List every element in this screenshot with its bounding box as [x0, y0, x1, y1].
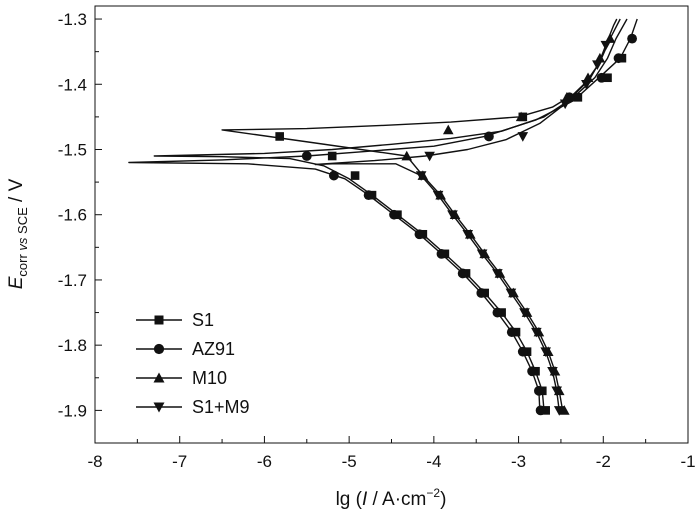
y-tick-label: -1.6	[58, 206, 87, 225]
series-line-triangle-up	[221, 18, 621, 411]
data-point-triangle-up	[594, 52, 606, 63]
series-line-square	[153, 18, 628, 411]
data-point-circle	[613, 53, 624, 64]
data-point-circle	[389, 209, 399, 220]
data-point-circle	[301, 151, 312, 161]
x-tick-label: -5	[342, 452, 357, 471]
x-tick-label: -6	[257, 452, 272, 471]
y-tick-label: -1.7	[58, 271, 87, 290]
data-point-square	[327, 151, 337, 161]
data-point-triangle-down	[581, 79, 592, 90]
data-point-triangle-down	[553, 406, 565, 416]
data-point-triangle-down	[505, 288, 517, 299]
data-point-triangle-up	[559, 405, 570, 415]
data-point-triangle-up	[604, 33, 616, 43]
y-tick-label: -1.5	[58, 140, 87, 159]
data-point-triangle-down	[592, 60, 603, 71]
data-point-square	[350, 171, 360, 180]
data-point-triangle-down	[551, 386, 562, 397]
series-line-triangle-down	[314, 18, 618, 411]
data-point-triangle-down	[415, 171, 427, 181]
data-point-circle	[414, 229, 425, 240]
x-tick-label: -3	[511, 452, 526, 471]
legend-marker-triangle-down	[153, 402, 165, 413]
data-point-square	[573, 93, 583, 102]
data-point-square	[541, 406, 550, 415]
data-point-circle	[596, 72, 607, 83]
data-point-circle	[534, 385, 544, 396]
data-point-triangle-down	[600, 40, 612, 51]
legend: S1 AZ91 M10 S1+M9	[136, 310, 250, 417]
data-point-triangle-down	[432, 190, 444, 201]
data-point-square	[603, 73, 612, 83]
y-tick-label: -1.3	[58, 10, 87, 29]
data-point-circle	[535, 405, 546, 416]
y-tick-label: -1.4	[58, 75, 87, 94]
data-point-triangle-down	[559, 99, 571, 110]
data-point-triangle-down	[447, 210, 458, 221]
data-point-triangle-down	[476, 249, 488, 260]
data-point-triangle-up	[561, 92, 573, 102]
data-point-triangle-down	[531, 327, 542, 338]
data-point-circle	[476, 288, 487, 298]
data-point-circle	[457, 268, 468, 279]
data-point-triangle-down	[517, 132, 529, 142]
x-tick-label: -2	[596, 452, 611, 471]
data-point-circle	[363, 190, 374, 201]
series-markers	[275, 33, 637, 416]
data-point-triangle-up	[582, 72, 594, 83]
legend-label: AZ91	[192, 339, 235, 359]
data-point-triangle-up	[442, 124, 454, 135]
data-point-circle	[517, 346, 528, 357]
data-point-triangle-down	[519, 308, 530, 318]
legend-marker-circle	[153, 343, 165, 355]
legend-marker-square	[154, 315, 164, 325]
y-tick-label: -1.8	[58, 336, 87, 355]
legend-label: S1	[192, 310, 214, 330]
legend-label: M10	[192, 368, 227, 388]
legend-label: S1+M9	[192, 397, 250, 417]
data-point-circle	[436, 248, 447, 259]
x-tick-label: -1	[680, 452, 695, 471]
data-point-circle	[484, 131, 494, 142]
data-point-circle	[627, 33, 637, 44]
data-point-circle	[527, 366, 538, 377]
data-point-triangle-down	[462, 229, 474, 240]
data-point-triangle-up	[515, 111, 527, 122]
data-point-triangle-down	[492, 269, 503, 279]
x-tick-label: -4	[426, 452, 441, 471]
x-axis-label: lg (I / A·cm−2)	[336, 486, 447, 510]
data-point-triangle-down	[424, 151, 435, 162]
legend-marker-triangle-up	[153, 372, 165, 383]
y-axis-label: Ecorr vs SCE / V	[6, 178, 30, 289]
data-point-triangle-up	[401, 150, 413, 161]
data-point-triangle-down	[547, 366, 558, 377]
x-tick-label: -8	[87, 452, 102, 471]
data-point-circle	[506, 327, 517, 338]
data-point-triangle-down	[540, 347, 551, 357]
data-point-square	[275, 132, 284, 141]
data-point-circle	[492, 307, 503, 318]
data-point-circle	[328, 170, 339, 181]
y-tick-label: -1.9	[58, 401, 87, 420]
axis-ticks: -8 -7 -6 -5 -4 -3 -2 -1 -1.3 -1.4 -1.5 -1.6 -1.7 -1.8…	[58, 10, 696, 471]
x-tick-label: -7	[172, 452, 187, 471]
